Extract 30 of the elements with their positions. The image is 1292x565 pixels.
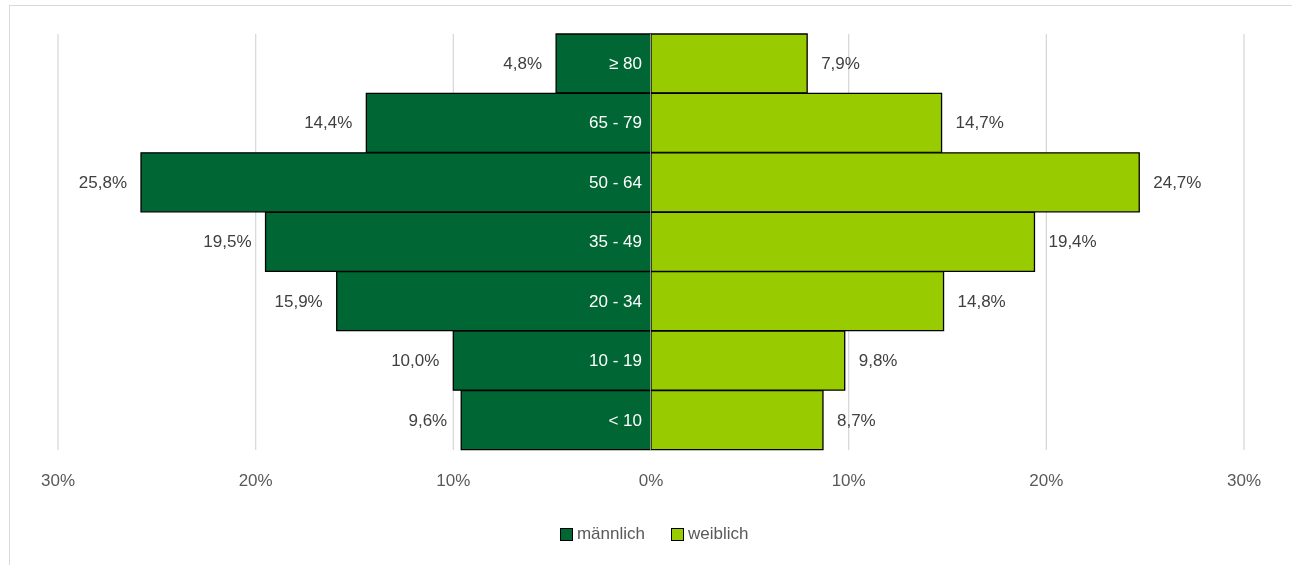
x-tick-label: 10% xyxy=(831,471,866,491)
y-tick-label: 65 - 79 xyxy=(589,113,642,133)
data-label: 25,8% xyxy=(78,172,128,192)
legend-label: männlich xyxy=(576,524,645,544)
data-label: 19,4% xyxy=(1048,232,1097,252)
x-tick-label: 10% xyxy=(436,471,471,491)
y-tick-label: 20 - 34 xyxy=(589,291,642,311)
x-tick-label: 20% xyxy=(1029,471,1064,491)
x-tick-label: 30% xyxy=(40,471,76,491)
data-label: 19,5% xyxy=(203,232,252,252)
y-tick-label: < 10 xyxy=(608,410,642,430)
y-tick-label: 50 - 64 xyxy=(589,172,642,192)
x-tick-label: 30% xyxy=(1226,471,1262,491)
data-label: 14,8% xyxy=(957,291,1006,311)
data-label: 7,9% xyxy=(821,54,860,73)
data-label: 14,4% xyxy=(304,113,353,133)
data-label: 9,8% xyxy=(858,351,898,371)
x-tick-label: 20% xyxy=(238,471,273,491)
data-label: 10,0% xyxy=(391,351,440,371)
legend-label: weiblich xyxy=(688,524,749,544)
data-label: 9,6% xyxy=(408,410,448,430)
x-tick-label: 0% xyxy=(638,471,664,491)
y-tick-label: 10 - 19 xyxy=(589,351,642,371)
y-tick-label: 35 - 49 xyxy=(589,232,642,252)
data-label: 14,7% xyxy=(955,113,1004,133)
data-label: 24,7% xyxy=(1153,172,1202,192)
data-label: 4,8% xyxy=(503,54,543,73)
data-label: 15,9% xyxy=(274,291,323,311)
y-tick-label: ≥ 80 xyxy=(609,54,642,73)
data-label: 8,7% xyxy=(836,410,876,430)
